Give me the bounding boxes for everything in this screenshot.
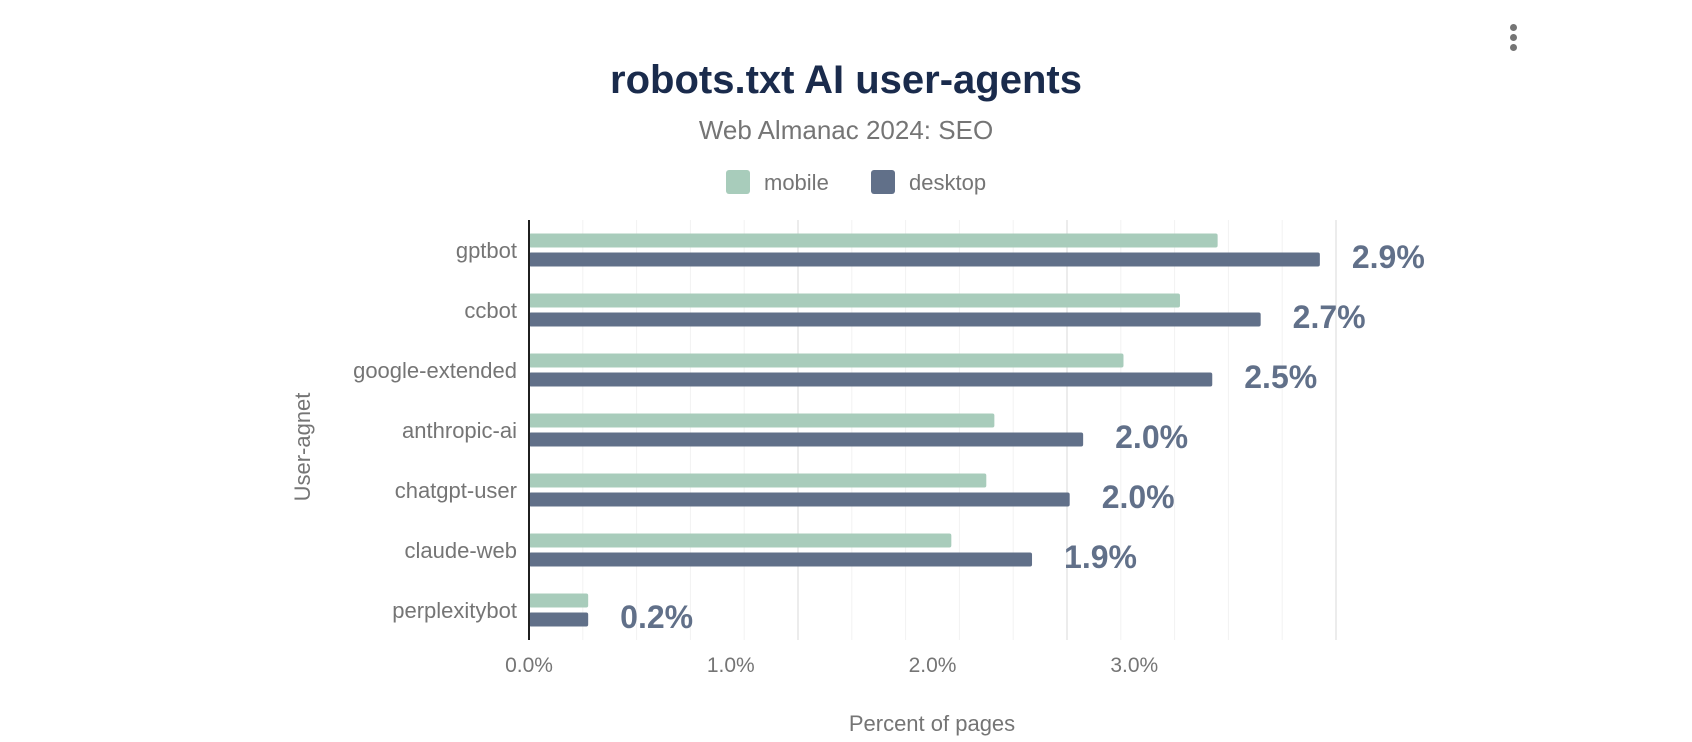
y-category-label: gptbot bbox=[456, 238, 517, 263]
bar-desktop bbox=[529, 252, 1320, 267]
bar-mobile bbox=[529, 413, 995, 428]
bar-mobile bbox=[529, 593, 589, 608]
menu-dot bbox=[1510, 24, 1517, 31]
menu-dot bbox=[1510, 34, 1517, 41]
bar-desktop bbox=[529, 552, 1033, 567]
data-label: 2.0% bbox=[1102, 479, 1175, 515]
menu-dot bbox=[1510, 44, 1517, 51]
bar-desktop bbox=[529, 432, 1084, 447]
x-axis-title: Percent of pages bbox=[849, 711, 1015, 736]
data-label: 2.5% bbox=[1244, 359, 1317, 395]
legend-item-mobile[interactable]: mobile bbox=[726, 170, 829, 195]
bar-desktop bbox=[529, 492, 1070, 507]
bar-desktop bbox=[529, 612, 589, 627]
bar-mobile bbox=[529, 533, 952, 548]
data-label: 2.7% bbox=[1293, 299, 1366, 335]
x-tick-label: 2.0% bbox=[909, 654, 957, 677]
gridlines bbox=[582, 220, 1337, 640]
legend-label-desktop: desktop bbox=[909, 170, 986, 195]
bar-desktop bbox=[529, 372, 1213, 387]
x-axis-ticks: 0.0% 1.0% 2.0% 3.0% bbox=[505, 654, 1158, 677]
data-label: 0.2% bbox=[620, 599, 693, 635]
data-labels: 2.9% 2.7% 2.5% 2.0% 2.0% 1.9% 0.2% bbox=[620, 239, 1425, 635]
bar-desktop bbox=[529, 312, 1261, 327]
y-category-label: chatgpt-user bbox=[395, 478, 517, 503]
legend-swatch-desktop bbox=[871, 170, 895, 194]
legend-item-desktop[interactable]: desktop bbox=[871, 170, 986, 195]
x-tick-label: 0.0% bbox=[505, 654, 553, 677]
data-label: 1.9% bbox=[1064, 539, 1137, 575]
bar-mobile bbox=[529, 233, 1218, 248]
bars bbox=[529, 233, 1320, 627]
y-category-label: ccbot bbox=[464, 298, 517, 323]
legend-swatch-mobile bbox=[726, 170, 750, 194]
legend: mobile desktop bbox=[726, 170, 986, 195]
y-category-label: claude-web bbox=[404, 538, 517, 563]
y-axis-title: User-agnet bbox=[290, 393, 315, 502]
data-label: 2.0% bbox=[1115, 419, 1188, 455]
data-label: 2.9% bbox=[1352, 239, 1425, 275]
chart-title: robots.txt AI user-agents bbox=[610, 58, 1082, 102]
x-tick-label: 3.0% bbox=[1110, 654, 1158, 677]
y-category-label: perplexitybot bbox=[392, 598, 517, 623]
legend-label-mobile: mobile bbox=[764, 170, 829, 195]
y-category-label: google-extended bbox=[353, 358, 517, 383]
more-vert-icon[interactable] bbox=[1500, 18, 1528, 58]
y-category-label: anthropic-ai bbox=[402, 418, 517, 443]
bar-mobile bbox=[529, 473, 987, 488]
x-tick-label: 1.0% bbox=[707, 654, 755, 677]
bar-mobile bbox=[529, 293, 1180, 308]
y-axis-categories: gptbot ccbot google-extended anthropic-ai ch… bbox=[353, 238, 517, 623]
bar-mobile bbox=[529, 353, 1124, 368]
chart-subtitle: Web Almanac 2024: SEO bbox=[699, 115, 993, 145]
